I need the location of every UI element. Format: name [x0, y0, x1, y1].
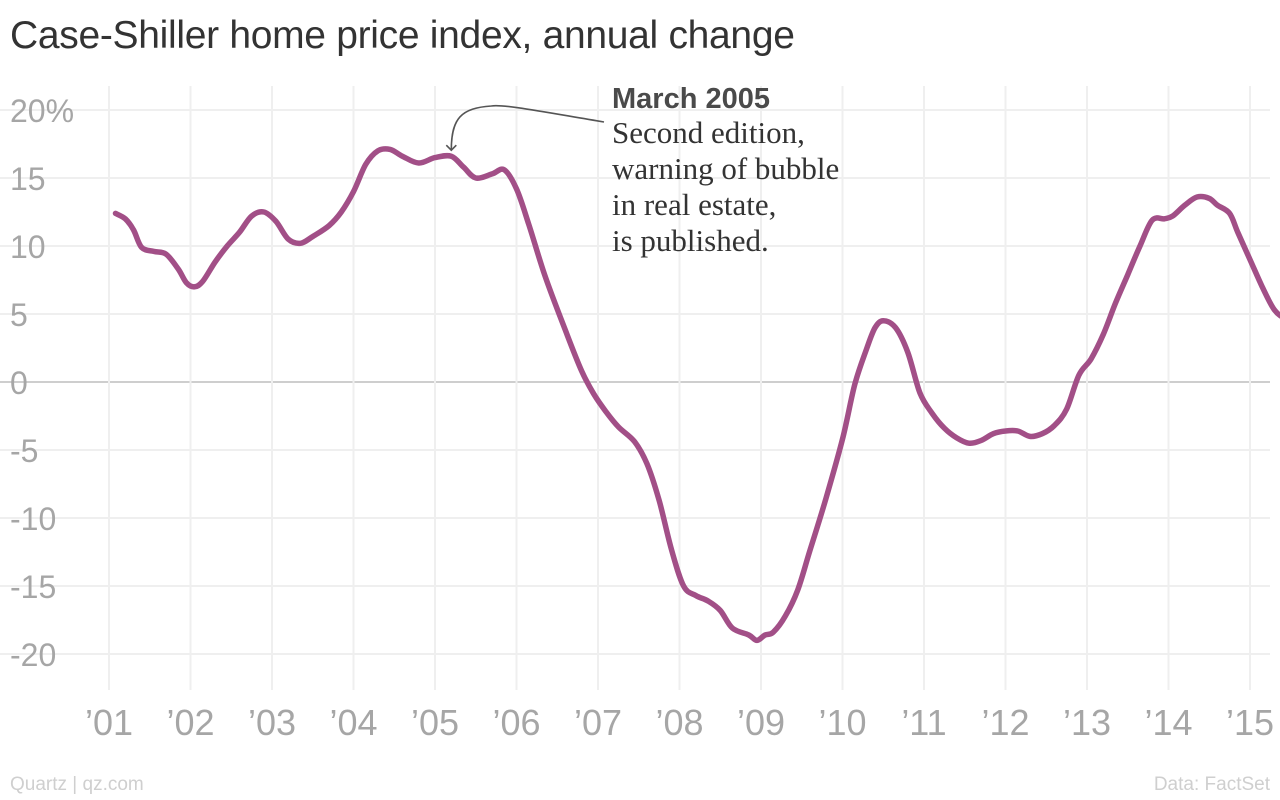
- x-tick-label: ’10: [818, 702, 866, 743]
- gridlines: [0, 86, 1270, 690]
- annotation-line: is published.: [612, 223, 769, 258]
- x-tick-label: ’03: [248, 702, 296, 743]
- x-tick-label: ’08: [655, 702, 703, 743]
- y-tick-label: 5: [10, 297, 28, 333]
- x-tick-label: ’01: [85, 702, 133, 743]
- chart-title: Case-Shiller home price index, annual ch…: [10, 14, 795, 57]
- x-tick-label: ’14: [1144, 702, 1192, 743]
- annotation: March 2005 Second edition, warning of bu…: [445, 83, 839, 258]
- x-tick-label: ’12: [981, 702, 1029, 743]
- y-tick-label: 20%: [10, 93, 74, 129]
- y-tick-label: -20: [10, 637, 56, 673]
- footer-source-left: Quartz | qz.com: [10, 774, 144, 795]
- y-tick-label: -10: [10, 501, 56, 537]
- annotation-line: warning of bubble: [612, 151, 839, 186]
- footer-source-right: Data: FactSet: [1153, 774, 1270, 795]
- x-tick-label: ’15: [1226, 702, 1274, 743]
- y-tick-label: 15: [10, 161, 46, 197]
- x-tick-label: ’11: [901, 702, 946, 743]
- annotation-line: Second edition,: [612, 115, 805, 150]
- x-tick-label: ’02: [166, 702, 214, 743]
- series-line: [112, 146, 1280, 644]
- x-tick-label: ’07: [574, 702, 622, 743]
- annotation-arrow: [445, 104, 605, 152]
- y-tick-label: -5: [10, 433, 38, 469]
- y-tick-label: 0: [10, 365, 28, 401]
- x-tick-label: ’06: [492, 702, 540, 743]
- y-tick-label: -15: [10, 569, 56, 605]
- y-tick-label: 10: [10, 229, 46, 265]
- x-tick-label: ’05: [411, 702, 459, 743]
- annotation-heading: March 2005: [612, 83, 770, 115]
- x-tick-label: ’04: [329, 702, 377, 743]
- annotation-line: in real estate,: [612, 187, 776, 222]
- x-tick-label: ’09: [737, 702, 785, 743]
- x-tick-label: ’13: [1063, 702, 1111, 743]
- series-layer: [112, 146, 1280, 644]
- y-axis-ticks: 20% 15 10 5 0 -5 -10 -15 -20: [10, 93, 74, 673]
- x-axis-ticks: ’01 ’02 ’03 ’04 ’05 ’06 ’07 ’08 ’09 ’10 ’11 ’12 ’13 ’…: [85, 702, 1274, 743]
